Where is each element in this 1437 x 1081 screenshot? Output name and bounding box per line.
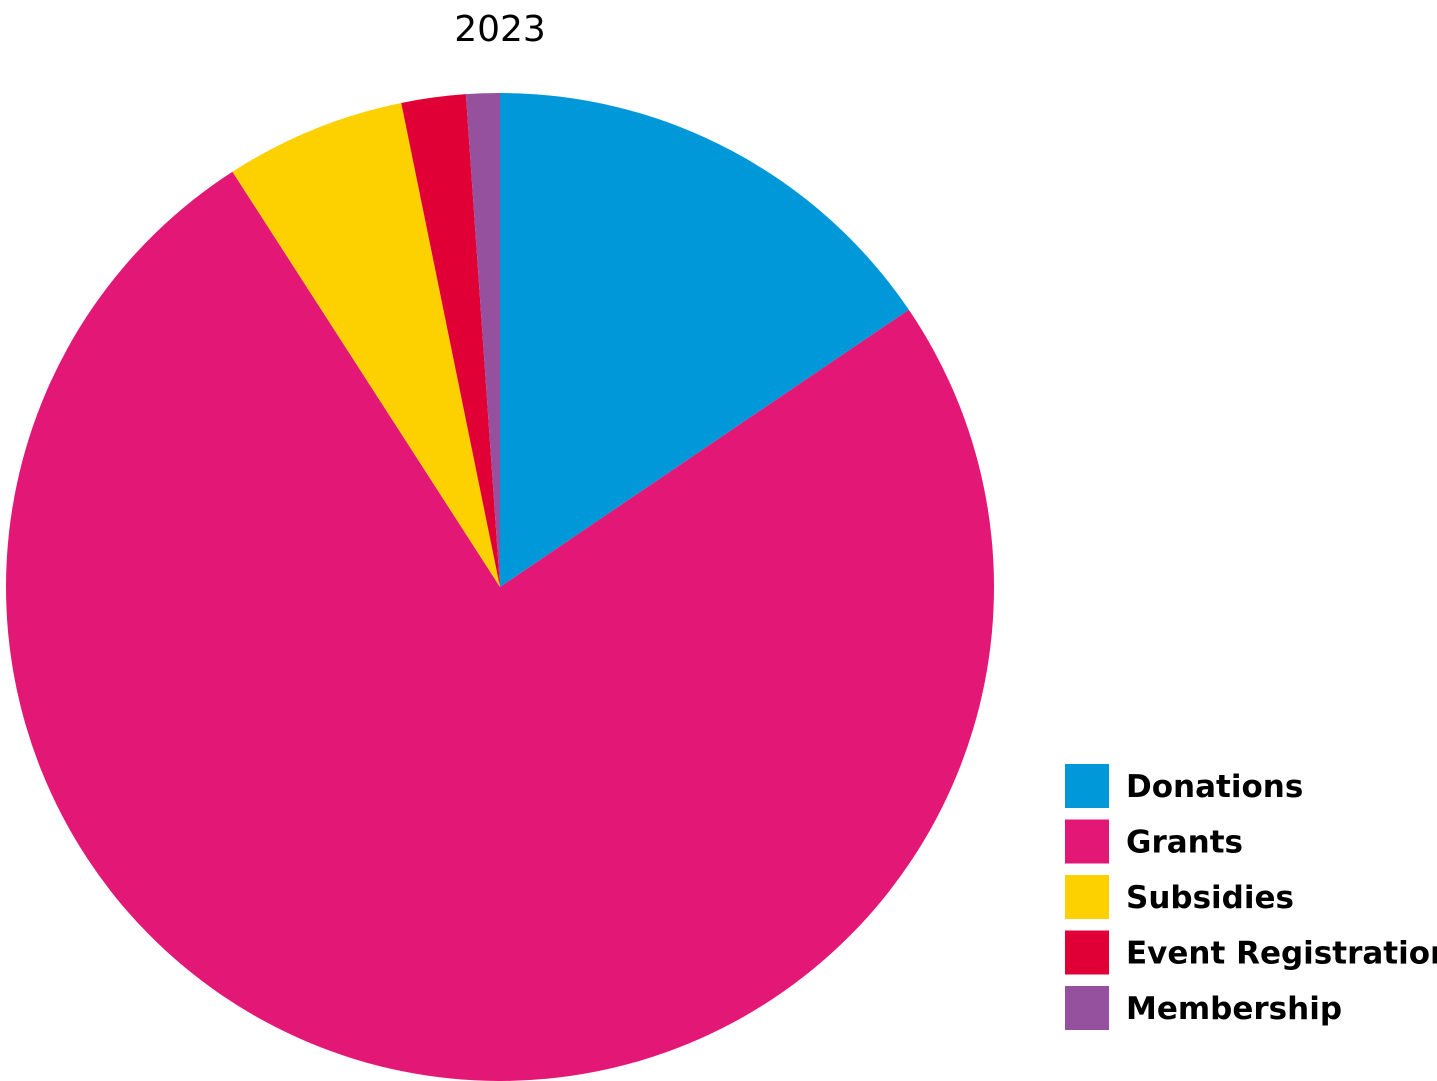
legend-swatch-subsidies [1065,875,1109,919]
legend: Donations Grants Subsidies Event Registrati… [1065,764,1437,1030]
pie-slice-membership [465,93,500,587]
legend-swatch-grants [1065,819,1109,864]
legend-label-grants: Grants [1126,825,1243,861]
pie-slice-grants [6,171,995,1081]
pie-slices [6,93,995,1081]
pie-slice-subsidies [232,102,500,587]
legend-swatch-event-registration [1065,930,1109,975]
chart-title: 2023 [454,9,546,50]
pie-slice-donations [500,93,909,587]
legend-label-membership: Membership [1126,991,1342,1027]
legend-label-subsidies: Subsidies [1126,880,1294,916]
pie-slice-event-registration [401,94,500,588]
legend-swatch-donations [1065,764,1109,808]
legend-swatch-membership [1065,986,1109,1030]
legend-label-donations: Donations [1126,769,1303,805]
legend-label-event-registration: Event Registration [1126,936,1437,972]
